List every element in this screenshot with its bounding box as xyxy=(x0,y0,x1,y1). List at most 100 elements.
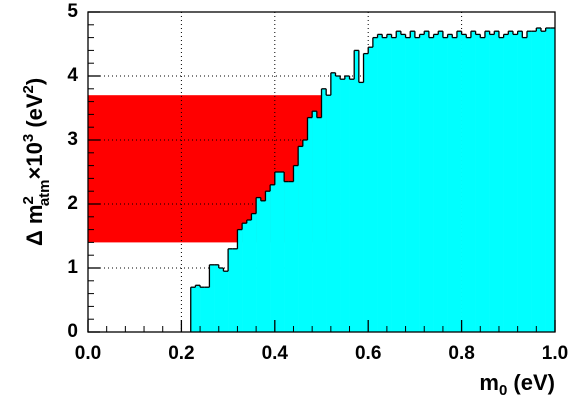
bar xyxy=(195,285,201,332)
bar xyxy=(442,37,448,332)
bar xyxy=(256,197,262,332)
bar xyxy=(251,213,257,332)
bar xyxy=(237,229,243,332)
bar xyxy=(452,37,458,332)
bar xyxy=(410,31,416,332)
bar xyxy=(204,287,210,332)
x-tick-label: 1.0 xyxy=(542,343,568,364)
y-tick-label: 2 xyxy=(67,193,78,214)
bar xyxy=(400,34,406,333)
x-label-part: m xyxy=(479,370,499,395)
bar xyxy=(302,140,308,332)
bar xyxy=(386,34,392,333)
bar xyxy=(545,28,551,332)
bar xyxy=(358,82,364,333)
bar xyxy=(475,34,481,333)
bar xyxy=(270,184,276,332)
y-label-part: Δ m xyxy=(22,205,47,247)
bar xyxy=(428,37,434,332)
bar xyxy=(480,37,486,332)
x-tick-label: 0.8 xyxy=(448,343,474,364)
bar xyxy=(447,34,453,333)
x-label-part: (eV) xyxy=(507,370,555,395)
y-label-part: 3 xyxy=(20,134,37,142)
bar xyxy=(340,79,346,332)
bar xyxy=(526,31,532,332)
bar xyxy=(288,181,294,332)
plot-frame xyxy=(87,11,556,333)
bar xyxy=(368,47,374,332)
bar xyxy=(307,117,313,332)
bar xyxy=(232,248,238,332)
bar xyxy=(489,34,495,333)
bar xyxy=(209,264,215,332)
bar xyxy=(512,34,518,333)
bar xyxy=(522,37,528,332)
bar xyxy=(228,248,234,332)
y-tick-label: 5 xyxy=(67,1,78,22)
bar xyxy=(498,37,504,332)
bar xyxy=(424,31,430,332)
x-axis-label: m0 (eV) xyxy=(479,370,555,399)
bar xyxy=(330,72,336,333)
bar xyxy=(190,287,196,332)
bar xyxy=(419,34,425,333)
y-tick-label: 0 xyxy=(67,321,78,342)
bar xyxy=(503,34,509,333)
bar xyxy=(298,146,304,332)
y-label-part: 2 xyxy=(20,85,37,93)
y-label-part: 2 xyxy=(20,196,37,204)
bar xyxy=(293,165,299,332)
bar xyxy=(200,287,206,332)
bar xyxy=(312,111,318,332)
x-tick-label: 0.2 xyxy=(168,343,194,364)
x-tick-label: 0.4 xyxy=(262,343,289,364)
bar xyxy=(260,200,266,332)
bar xyxy=(494,31,500,332)
bar xyxy=(438,31,444,332)
bar xyxy=(461,34,467,333)
y-label-part: (eV xyxy=(22,93,47,134)
bar xyxy=(550,28,556,332)
bar xyxy=(484,31,490,332)
bar xyxy=(265,191,271,332)
y-axis-label: Δ m2atm×103 (eV2) xyxy=(20,78,53,246)
bar xyxy=(363,53,369,332)
bar xyxy=(377,34,383,333)
bar xyxy=(382,37,388,332)
y-tick-label: 4 xyxy=(67,65,78,86)
bar xyxy=(242,223,248,332)
bar xyxy=(344,76,350,332)
bar xyxy=(246,220,252,332)
bar xyxy=(536,28,542,332)
bar xyxy=(540,31,546,332)
bar xyxy=(414,37,420,332)
bar xyxy=(214,264,220,332)
x-tick-label: 0.6 xyxy=(355,343,381,364)
bar xyxy=(470,31,476,332)
bar xyxy=(274,172,280,332)
bar xyxy=(326,95,332,332)
bar xyxy=(335,76,341,332)
y-label-part: ) xyxy=(22,78,47,85)
x-tick-label: 0.0 xyxy=(75,343,101,364)
bar xyxy=(372,37,378,332)
y-label-part: ×10 xyxy=(22,142,47,179)
bar xyxy=(223,271,229,332)
bar xyxy=(466,37,472,332)
bar xyxy=(391,37,397,332)
y-label-part: atm xyxy=(36,179,53,206)
bar xyxy=(433,34,439,333)
bar xyxy=(349,79,355,332)
bar xyxy=(284,181,290,332)
bar xyxy=(531,31,537,332)
bar xyxy=(316,117,322,332)
bar xyxy=(456,31,462,332)
y-tick-label: 3 xyxy=(67,129,78,150)
y-tick-label: 1 xyxy=(67,257,78,278)
bar xyxy=(508,31,514,332)
bar xyxy=(405,37,411,332)
bar xyxy=(396,31,402,332)
bar xyxy=(321,88,327,332)
